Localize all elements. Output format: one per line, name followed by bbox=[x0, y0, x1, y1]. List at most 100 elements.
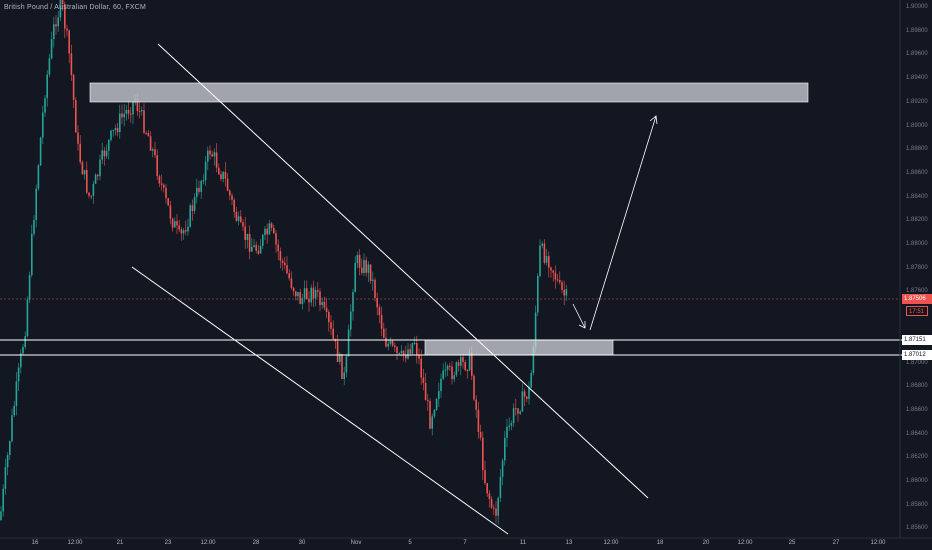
candle-body bbox=[534, 312, 537, 348]
candle-body bbox=[57, 17, 59, 27]
time-tick-label: 18 bbox=[656, 540, 664, 546]
demand-zone-rectangle[interactable] bbox=[424, 339, 614, 356]
price-tick-label: 1.87800 bbox=[906, 264, 928, 271]
price-tick-label: 1.86400 bbox=[906, 430, 928, 437]
candle-body bbox=[61, 0, 64, 4]
candle-body bbox=[479, 431, 482, 438]
candle-body bbox=[130, 113, 132, 115]
candle-body bbox=[171, 218, 174, 228]
candle-body bbox=[328, 312, 330, 323]
candle-body bbox=[510, 423, 513, 426]
candle-body bbox=[35, 188, 37, 220]
candle-body bbox=[204, 161, 207, 181]
price-tick-label: 1.86000 bbox=[906, 478, 928, 484]
candle-body bbox=[24, 336, 26, 347]
candle-body bbox=[213, 152, 216, 157]
candle-body bbox=[398, 353, 400, 355]
candle-body bbox=[515, 408, 517, 410]
candle-body bbox=[361, 267, 363, 273]
candle-body bbox=[323, 301, 326, 308]
candle-body bbox=[308, 299, 310, 303]
price-tick-label: 1.88800 bbox=[906, 146, 928, 153]
time-tick-label: 20 bbox=[702, 540, 710, 546]
channel-lower-trendline[interactable] bbox=[131, 266, 509, 535]
candle-body bbox=[275, 233, 277, 245]
candle-body bbox=[345, 356, 348, 373]
candle-body bbox=[149, 136, 152, 151]
price-tick-label: 1.86600 bbox=[906, 406, 928, 413]
candle-body bbox=[165, 187, 167, 199]
candle-body bbox=[273, 227, 275, 234]
candle-body bbox=[422, 377, 425, 383]
candle-body bbox=[332, 328, 334, 339]
supply-zone-rectangle[interactable] bbox=[89, 82, 809, 103]
projection-arrow-down[interactable] bbox=[572, 303, 586, 329]
candle-body bbox=[116, 128, 119, 133]
candle-body bbox=[499, 476, 502, 498]
candle-body bbox=[46, 74, 48, 99]
candle-body bbox=[253, 245, 255, 247]
candle-body bbox=[132, 101, 134, 115]
candle-body bbox=[409, 349, 411, 354]
candle-body bbox=[92, 183, 95, 196]
candle-body bbox=[512, 408, 515, 424]
price-tick-label: 1.86200 bbox=[906, 454, 928, 461]
candle-body bbox=[226, 178, 229, 191]
candle-body bbox=[42, 112, 44, 138]
candle-body bbox=[306, 288, 308, 300]
candle-body bbox=[418, 354, 420, 359]
candle-body bbox=[224, 171, 227, 179]
projection-arrow-up[interactable] bbox=[589, 115, 658, 331]
candle-body bbox=[411, 343, 414, 354]
candle-body bbox=[281, 260, 284, 263]
current-price-label: 1.87506 bbox=[902, 294, 932, 304]
candle-body bbox=[99, 159, 101, 177]
candle-body bbox=[389, 340, 392, 344]
candle-body bbox=[200, 180, 202, 192]
candle-body bbox=[55, 24, 57, 27]
candle-body bbox=[402, 350, 405, 356]
price-tick-label: 1.88400 bbox=[906, 193, 928, 200]
candle-body bbox=[457, 362, 460, 366]
candle-body bbox=[565, 289, 568, 296]
candle-body bbox=[385, 337, 387, 347]
candle-body bbox=[471, 352, 473, 376]
candle-body bbox=[301, 298, 304, 304]
candle-body bbox=[167, 198, 169, 206]
candle-body bbox=[48, 58, 51, 75]
candle-body bbox=[123, 113, 125, 118]
candle-body bbox=[554, 272, 557, 280]
candle-body bbox=[493, 507, 495, 509]
candle-body bbox=[508, 425, 510, 427]
candle-body bbox=[427, 400, 429, 402]
candle-body bbox=[268, 223, 271, 235]
candle-body bbox=[259, 245, 262, 254]
time-tick-label: 12:00 bbox=[737, 540, 753, 546]
candle-body bbox=[121, 113, 123, 118]
candle-body bbox=[15, 381, 18, 406]
channel-upper-trendline[interactable] bbox=[157, 43, 649, 499]
price-tick-label: 1.87600 bbox=[906, 288, 928, 295]
candle-body bbox=[317, 290, 319, 292]
price-tick-label: 1.90000 bbox=[906, 4, 928, 10]
candle-body bbox=[191, 205, 194, 211]
candle-body bbox=[108, 139, 110, 151]
time-tick-label: 16 bbox=[31, 540, 39, 546]
candle-body bbox=[13, 405, 15, 416]
candle-body bbox=[455, 362, 458, 376]
candle-body bbox=[451, 366, 453, 380]
candle-body bbox=[235, 211, 238, 221]
candle-body bbox=[31, 234, 33, 276]
candle-body bbox=[394, 345, 396, 348]
candle-body bbox=[50, 39, 53, 59]
candle-body bbox=[440, 378, 442, 392]
candle-body bbox=[548, 256, 550, 268]
candle-body bbox=[336, 341, 339, 362]
candle-body bbox=[255, 245, 257, 251]
candle-body bbox=[552, 270, 554, 273]
candle-body bbox=[387, 343, 389, 347]
candle-body bbox=[59, 0, 62, 18]
candle-body bbox=[363, 260, 365, 273]
